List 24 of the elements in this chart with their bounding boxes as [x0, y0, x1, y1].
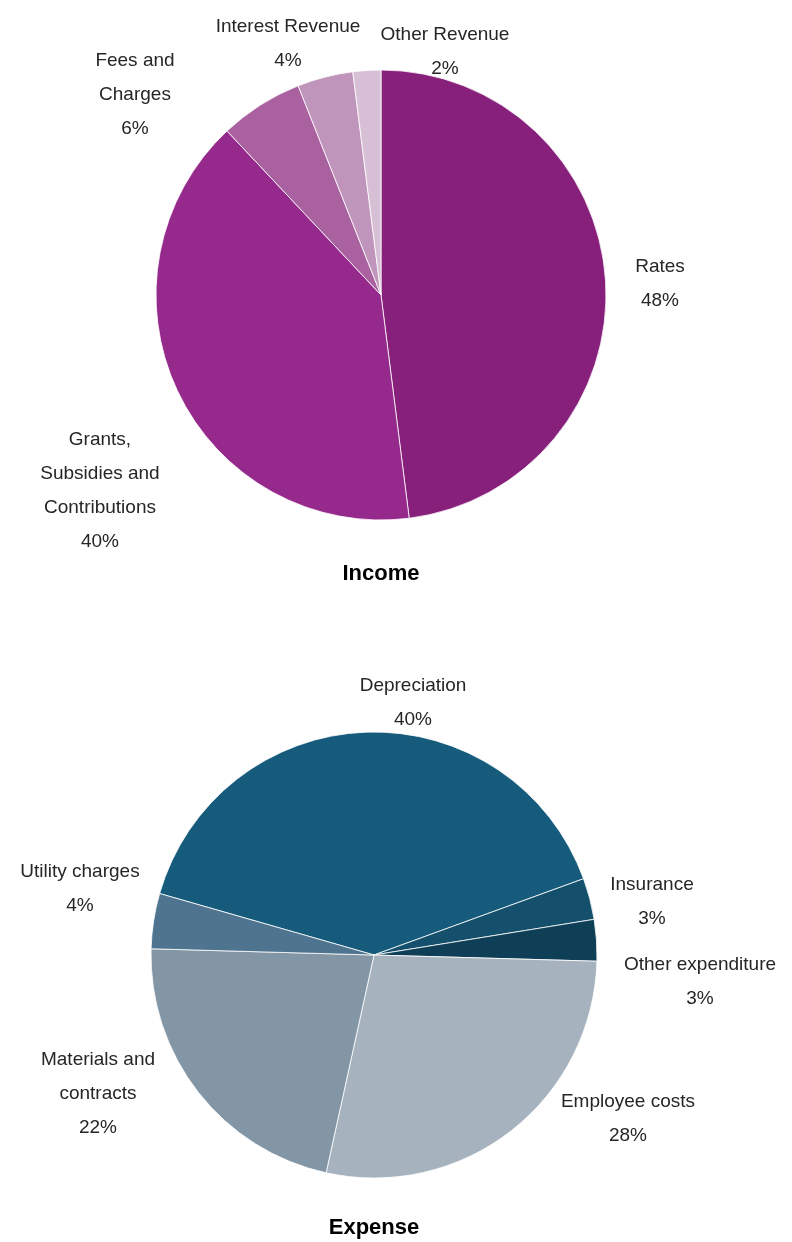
data-label: 40% [80, 530, 120, 551]
slice-label: Interest Revenue [215, 15, 361, 36]
data-label: 48% [640, 289, 680, 310]
data-label: 4% [274, 49, 302, 70]
slice-label: Rates [635, 255, 685, 276]
slice-label: Depreciation [359, 674, 467, 695]
slice-label: Materials and contracts [40, 1048, 156, 1103]
slice-label: Employee costs [560, 1090, 696, 1111]
slice-label: Grants, Subsidies and Contributions [40, 428, 160, 517]
slice-label: Fees and Charges [95, 49, 175, 104]
data-label: 3% [638, 907, 666, 928]
slice-label: Utility charges [20, 860, 140, 881]
data-label: 2% [431, 57, 459, 78]
data-label: 4% [66, 894, 94, 915]
text: Income [342, 560, 420, 585]
slice-label: Other expenditure [623, 953, 777, 974]
text: Expense [328, 1214, 420, 1239]
slice-label: Other Revenue [380, 23, 510, 44]
data-label: 28% [608, 1124, 648, 1145]
data-label: 6% [121, 117, 149, 138]
slice-label: Insurance [610, 873, 694, 894]
data-label: 40% [393, 708, 433, 729]
data-label: 3% [686, 987, 714, 1008]
data-label: 22% [78, 1116, 118, 1137]
